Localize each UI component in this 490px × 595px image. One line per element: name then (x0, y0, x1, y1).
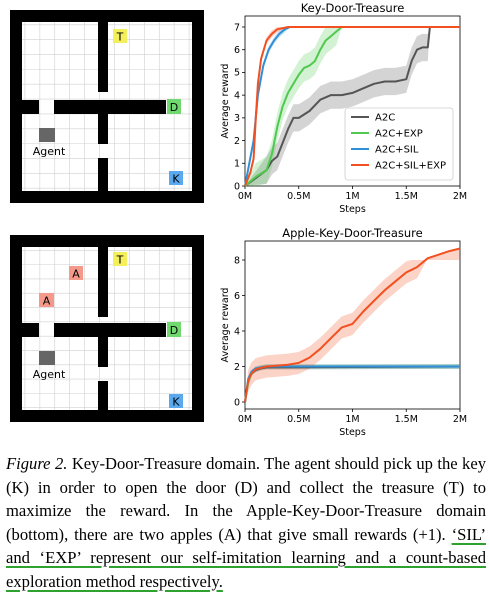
x-tick-label: 2M (453, 191, 467, 202)
figure-caption: Figure 2. Key-Door-Treasure domain. The … (6, 452, 486, 593)
chart-title: Apple-Key-Door-Treasure (282, 226, 422, 240)
x-ticks: 0M 0.5M 1M 1.5M 2M (238, 409, 467, 425)
treasure-letter: T (116, 254, 124, 267)
apple-key-door-treasure-map: T A A D K Agent (10, 235, 204, 422)
series-line (244, 26, 460, 187)
y-axis-label: Average reward (220, 64, 231, 139)
x-axis-label: Steps (339, 204, 366, 215)
x-tick-label: 1M (345, 414, 359, 425)
key-door-treasure-map: T D K Agent (10, 10, 204, 203)
x-tick-label: 1M (345, 191, 359, 202)
y-tick-label: 4 (234, 90, 240, 101)
apple-cell-2 (39, 293, 54, 307)
treasure-cell (113, 252, 127, 266)
map-wall-horizontal-mid (54, 323, 166, 337)
confidence-band (245, 27, 460, 186)
series-lines (244, 247, 461, 403)
map-wall-horizontal-mid (54, 100, 166, 114)
series-line (244, 247, 461, 403)
map-wall-vertical-top (98, 247, 108, 317)
y-tick-label: 2 (234, 362, 240, 373)
x-ticks: 0M 0.5M 1M 1.5M 2M (238, 186, 467, 202)
y-tick-label: 0 (234, 397, 240, 408)
confidence-band (245, 27, 460, 186)
legend: A2C A2C+EXP A2C+SIL A2C+SIL+EXP (344, 107, 454, 181)
x-tick-label: 2M (453, 414, 467, 425)
y-ticks: 0 1 2 3 4 5 6 7 (234, 22, 245, 192)
x-tick-label: 0.5M (287, 191, 310, 202)
y-tick-label: 0 (234, 181, 240, 192)
map-wall-vertical-bottom (98, 337, 108, 367)
agent-label: Agent (33, 368, 66, 381)
door-letter: D (170, 324, 178, 337)
door-cell (167, 99, 181, 114)
figure-label: Figure 2. (6, 454, 68, 473)
treasure-letter: T (116, 31, 124, 44)
key-cell (169, 171, 183, 185)
apple-letter: A (72, 268, 80, 281)
key-letter: K (172, 396, 180, 409)
map-wall-horizontal-left (22, 100, 39, 114)
y-axis-label: Average reward (220, 288, 231, 363)
map-wall-vertical-bottom2 (98, 381, 108, 410)
y-tick-label: 2 (234, 136, 240, 147)
key-cell (169, 394, 183, 408)
x-tick-label: 0M (238, 191, 252, 202)
apple-letter: A (43, 295, 51, 308)
legend-label-a2c-sil-exp: A2C+SIL+EXP (375, 161, 446, 172)
y-tick-label: 7 (234, 22, 240, 33)
map-wall-vertical-top (98, 22, 108, 92)
apple-key-door-treasure-chart: Apple-Key-Door-Treasure Average reward S… (220, 226, 467, 438)
y-tick-label: 8 (234, 255, 240, 266)
door-cell (167, 322, 181, 337)
series-line (244, 26, 460, 187)
map-wall-outer (10, 10, 204, 203)
x-tick-label: 0M (238, 414, 252, 425)
map-wall-horizontal-left (22, 323, 39, 337)
legend-box (344, 107, 454, 181)
figure: T D K Agent T A A D K Agent Key-Door-Tre… (10, 1, 467, 438)
x-tick-label: 0.5M (287, 414, 310, 425)
x-tick-label: 1.5M (395, 414, 418, 425)
treasure-cell (113, 29, 127, 43)
caption-highlight: ‘SIL’ and ‘EXP’ represent our self-imita… (6, 524, 486, 591)
agent-cell (39, 128, 55, 142)
door-letter: D (170, 101, 178, 114)
y-tick-label: 6 (234, 45, 240, 56)
series-lines (244, 26, 460, 187)
legend-label-a2c-sil: A2C+SIL (375, 145, 419, 156)
map-wall-vertical-bottom (98, 114, 108, 144)
map-wall-vertical-bottom2 (98, 158, 108, 191)
agent-cell (39, 351, 55, 365)
map-wall-outer (10, 235, 204, 422)
y-tick-label: 3 (234, 113, 240, 124)
x-tick-label: 1.5M (395, 191, 418, 202)
agent-label: Agent (33, 145, 66, 158)
series-line (244, 26, 460, 187)
y-tick-label: 4 (234, 326, 240, 337)
apple-cell-1 (69, 266, 83, 280)
key-door-treasure-chart: Key-Door-Treasure Average reward Steps 0… (220, 1, 467, 215)
y-tick-label: 6 (234, 291, 240, 302)
x-axis-label: Steps (339, 427, 366, 438)
plot-frame (244, 240, 461, 410)
y-tick-label: 5 (234, 68, 240, 79)
legend-label-a2c-exp: A2C+EXP (375, 129, 423, 140)
caption-text: Key-Door-Treasure domain. The agent shou… (6, 454, 487, 544)
key-letter: K (172, 173, 180, 186)
legend-label-a2c: A2C (375, 113, 395, 124)
chart-title: Key-Door-Treasure (301, 1, 405, 15)
y-tick-label: 1 (234, 159, 240, 170)
y-ticks: 0 2 4 6 8 (234, 255, 245, 408)
